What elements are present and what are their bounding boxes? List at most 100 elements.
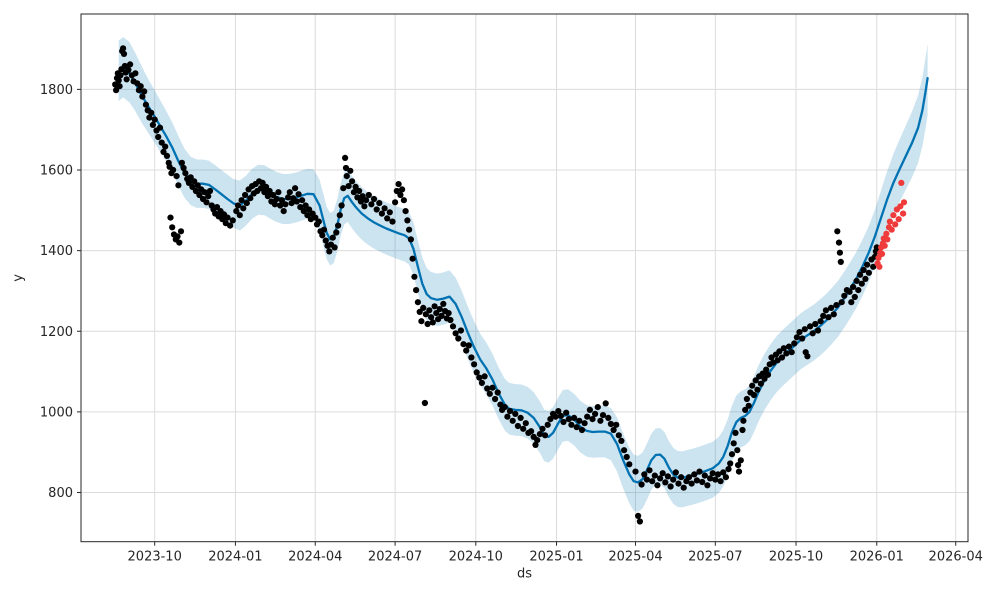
history-point — [504, 413, 511, 420]
history-point — [465, 342, 472, 349]
history-point — [115, 77, 122, 84]
history-point — [517, 414, 524, 421]
history-point — [243, 200, 250, 207]
history-point — [259, 179, 266, 186]
history-point — [796, 329, 803, 336]
history-point — [641, 471, 648, 478]
history-point — [763, 366, 770, 373]
history-point — [649, 478, 656, 485]
history-point — [532, 441, 539, 448]
history-point — [229, 217, 236, 224]
history-point — [234, 202, 242, 209]
history-point — [714, 471, 722, 478]
history-point — [363, 197, 370, 204]
history-point — [338, 202, 345, 209]
history-point — [120, 50, 128, 58]
history-point — [592, 410, 599, 417]
history-point — [233, 208, 240, 215]
history-point — [734, 447, 741, 454]
history-point — [247, 195, 254, 202]
y-axis-label: y — [11, 274, 26, 282]
history-point — [635, 512, 642, 520]
history-point — [512, 410, 519, 417]
history-point — [552, 413, 559, 420]
history-point — [300, 208, 307, 215]
history-point — [167, 214, 174, 221]
history-point — [621, 447, 628, 454]
history-point — [345, 183, 352, 190]
history-point — [858, 280, 865, 287]
history-point — [589, 416, 596, 423]
anomaly-point — [886, 218, 894, 225]
history-point — [302, 202, 309, 209]
history-point — [273, 195, 280, 203]
history-point — [331, 244, 338, 251]
history-point — [422, 311, 429, 318]
history-point — [180, 164, 187, 172]
history-point — [187, 174, 194, 181]
history-point — [727, 460, 734, 467]
history-point — [406, 226, 413, 233]
history-point — [468, 354, 475, 361]
history-point — [407, 236, 414, 243]
history-point — [213, 204, 221, 211]
history-point — [643, 476, 651, 483]
history-point — [113, 87, 120, 94]
history-point — [288, 200, 295, 207]
history-point — [761, 375, 768, 382]
history-point — [203, 199, 210, 206]
history-point — [271, 201, 278, 208]
history-point — [851, 293, 858, 301]
history-point — [389, 218, 396, 225]
history-point — [759, 370, 766, 377]
history-point — [732, 429, 739, 436]
history-point — [822, 307, 830, 314]
history-point — [688, 480, 695, 487]
history-point — [576, 417, 583, 424]
history-point — [476, 374, 483, 381]
history-point — [178, 159, 185, 166]
history-point — [416, 308, 423, 315]
history-point — [242, 191, 249, 199]
history-point — [420, 304, 427, 311]
history-point — [270, 191, 277, 199]
history-point — [785, 343, 793, 350]
history-point — [315, 218, 322, 225]
history-point — [236, 212, 243, 219]
y-tick-label: 1400 — [40, 244, 73, 259]
history-point — [173, 173, 180, 180]
anomaly-point — [884, 236, 891, 243]
history-point — [123, 76, 130, 83]
history-point — [293, 198, 300, 205]
history-point — [162, 143, 169, 150]
x-tick-label: 2025-07 — [688, 550, 742, 565]
history-point — [712, 476, 719, 483]
history-point — [662, 479, 669, 486]
history-point — [768, 354, 775, 361]
history-point — [352, 183, 359, 190]
history-point — [855, 287, 862, 294]
history-point — [365, 191, 372, 199]
history-point — [801, 326, 808, 333]
history-point — [175, 182, 182, 189]
history-point — [717, 478, 724, 485]
history-point — [336, 212, 343, 219]
x-tick-label: 2024-04 — [288, 550, 342, 565]
history-point — [557, 412, 565, 419]
anomaly-point — [883, 230, 890, 237]
history-point — [528, 428, 535, 435]
history-point — [292, 185, 299, 192]
history-point — [514, 422, 522, 430]
history-point — [155, 133, 162, 141]
history-point — [586, 406, 594, 413]
history-point — [764, 371, 772, 378]
anomaly-point — [878, 250, 886, 257]
history-point — [812, 320, 819, 328]
history-point — [378, 210, 385, 217]
history-point — [163, 152, 171, 159]
history-point — [774, 357, 781, 364]
x-tick-label: 2025-01 — [529, 550, 583, 565]
history-point — [486, 390, 493, 397]
